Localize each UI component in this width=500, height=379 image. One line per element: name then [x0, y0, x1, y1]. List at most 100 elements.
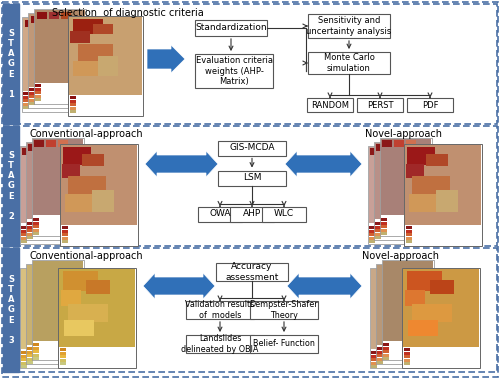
Bar	[29, 99, 35, 102]
Bar	[70, 100, 76, 102]
Bar	[46, 148, 56, 155]
Bar	[21, 147, 71, 223]
Bar	[63, 147, 91, 165]
Bar	[400, 144, 410, 151]
Bar	[369, 226, 375, 229]
Bar	[377, 347, 383, 350]
Bar	[404, 144, 482, 246]
Bar	[3, 248, 497, 372]
Text: Novel-approach: Novel-approach	[365, 129, 442, 139]
Bar	[49, 12, 59, 19]
Bar	[60, 359, 66, 362]
Bar	[98, 56, 118, 76]
Bar	[383, 354, 389, 357]
Bar	[383, 350, 389, 353]
Bar	[58, 140, 68, 147]
Text: LSM: LSM	[243, 174, 261, 183]
Bar	[29, 91, 35, 94]
Text: Novel-approach: Novel-approach	[362, 251, 439, 261]
Text: Accuracy
assessment: Accuracy assessment	[226, 262, 278, 282]
Bar	[70, 106, 76, 110]
Bar	[73, 61, 98, 76]
Bar	[412, 176, 450, 196]
Bar	[250, 301, 318, 319]
Bar	[34, 9, 86, 104]
Bar	[368, 146, 420, 244]
Text: Validation results
of  models: Validation results of models	[186, 300, 254, 320]
Text: PDF: PDF	[422, 100, 438, 110]
Text: WLC: WLC	[274, 210, 294, 219]
Bar	[198, 207, 242, 221]
Bar	[27, 357, 33, 360]
Bar	[21, 226, 27, 229]
Bar	[33, 357, 39, 360]
Bar	[403, 269, 479, 347]
Bar	[388, 144, 398, 151]
Bar	[407, 98, 453, 112]
Polygon shape	[145, 151, 218, 177]
Bar	[376, 144, 386, 151]
Bar	[374, 142, 426, 240]
Bar	[383, 261, 433, 341]
Bar	[382, 260, 434, 360]
Bar	[195, 20, 267, 36]
Bar	[27, 143, 77, 219]
Text: GIS-MCDA: GIS-MCDA	[229, 144, 275, 152]
Bar	[20, 268, 72, 368]
Bar	[60, 144, 138, 246]
Bar	[21, 365, 27, 368]
Bar	[406, 140, 416, 147]
Bar	[33, 261, 83, 341]
Text: Conventional-approach: Conventional-approach	[30, 251, 144, 261]
Bar	[62, 240, 68, 243]
Bar	[371, 351, 377, 354]
Text: Belief- Function: Belief- Function	[253, 340, 315, 349]
Bar	[381, 225, 387, 228]
Bar	[381, 229, 387, 232]
Bar	[357, 98, 403, 112]
Bar	[404, 362, 410, 365]
Bar	[21, 358, 27, 361]
Bar	[32, 138, 84, 236]
Text: RANDOM: RANDOM	[311, 100, 349, 110]
Bar	[86, 280, 110, 294]
Bar	[406, 164, 424, 178]
Bar	[412, 304, 452, 322]
Bar	[33, 221, 39, 224]
Bar	[218, 171, 286, 185]
Bar	[62, 226, 68, 229]
Bar	[27, 354, 33, 357]
Bar	[262, 207, 306, 221]
Bar	[186, 301, 254, 319]
Bar	[35, 98, 41, 101]
Bar	[62, 233, 68, 236]
Bar	[68, 16, 143, 116]
Bar	[406, 240, 412, 243]
Bar	[68, 304, 108, 322]
Bar	[308, 14, 390, 38]
Bar	[61, 145, 137, 225]
Text: S
T
A
G
E

1: S T A G E 1	[8, 29, 14, 99]
Bar	[381, 218, 387, 221]
Bar	[68, 176, 106, 196]
Bar	[60, 355, 66, 358]
Bar	[33, 354, 39, 357]
Bar	[33, 343, 39, 346]
Bar	[404, 355, 410, 358]
Bar	[60, 351, 66, 354]
Bar	[52, 144, 62, 151]
Bar	[28, 144, 38, 151]
Bar	[27, 236, 33, 239]
Bar	[404, 351, 410, 354]
Bar	[218, 141, 286, 155]
Polygon shape	[147, 45, 185, 73]
Text: Landslides
delineated by OBIA: Landslides delineated by OBIA	[182, 334, 258, 354]
Bar	[369, 147, 419, 223]
Bar	[381, 221, 387, 224]
Bar	[70, 96, 76, 99]
Bar	[371, 269, 421, 349]
Bar	[21, 362, 27, 365]
Bar	[23, 106, 29, 109]
Bar	[62, 236, 68, 240]
Text: Standardization: Standardization	[195, 23, 267, 33]
